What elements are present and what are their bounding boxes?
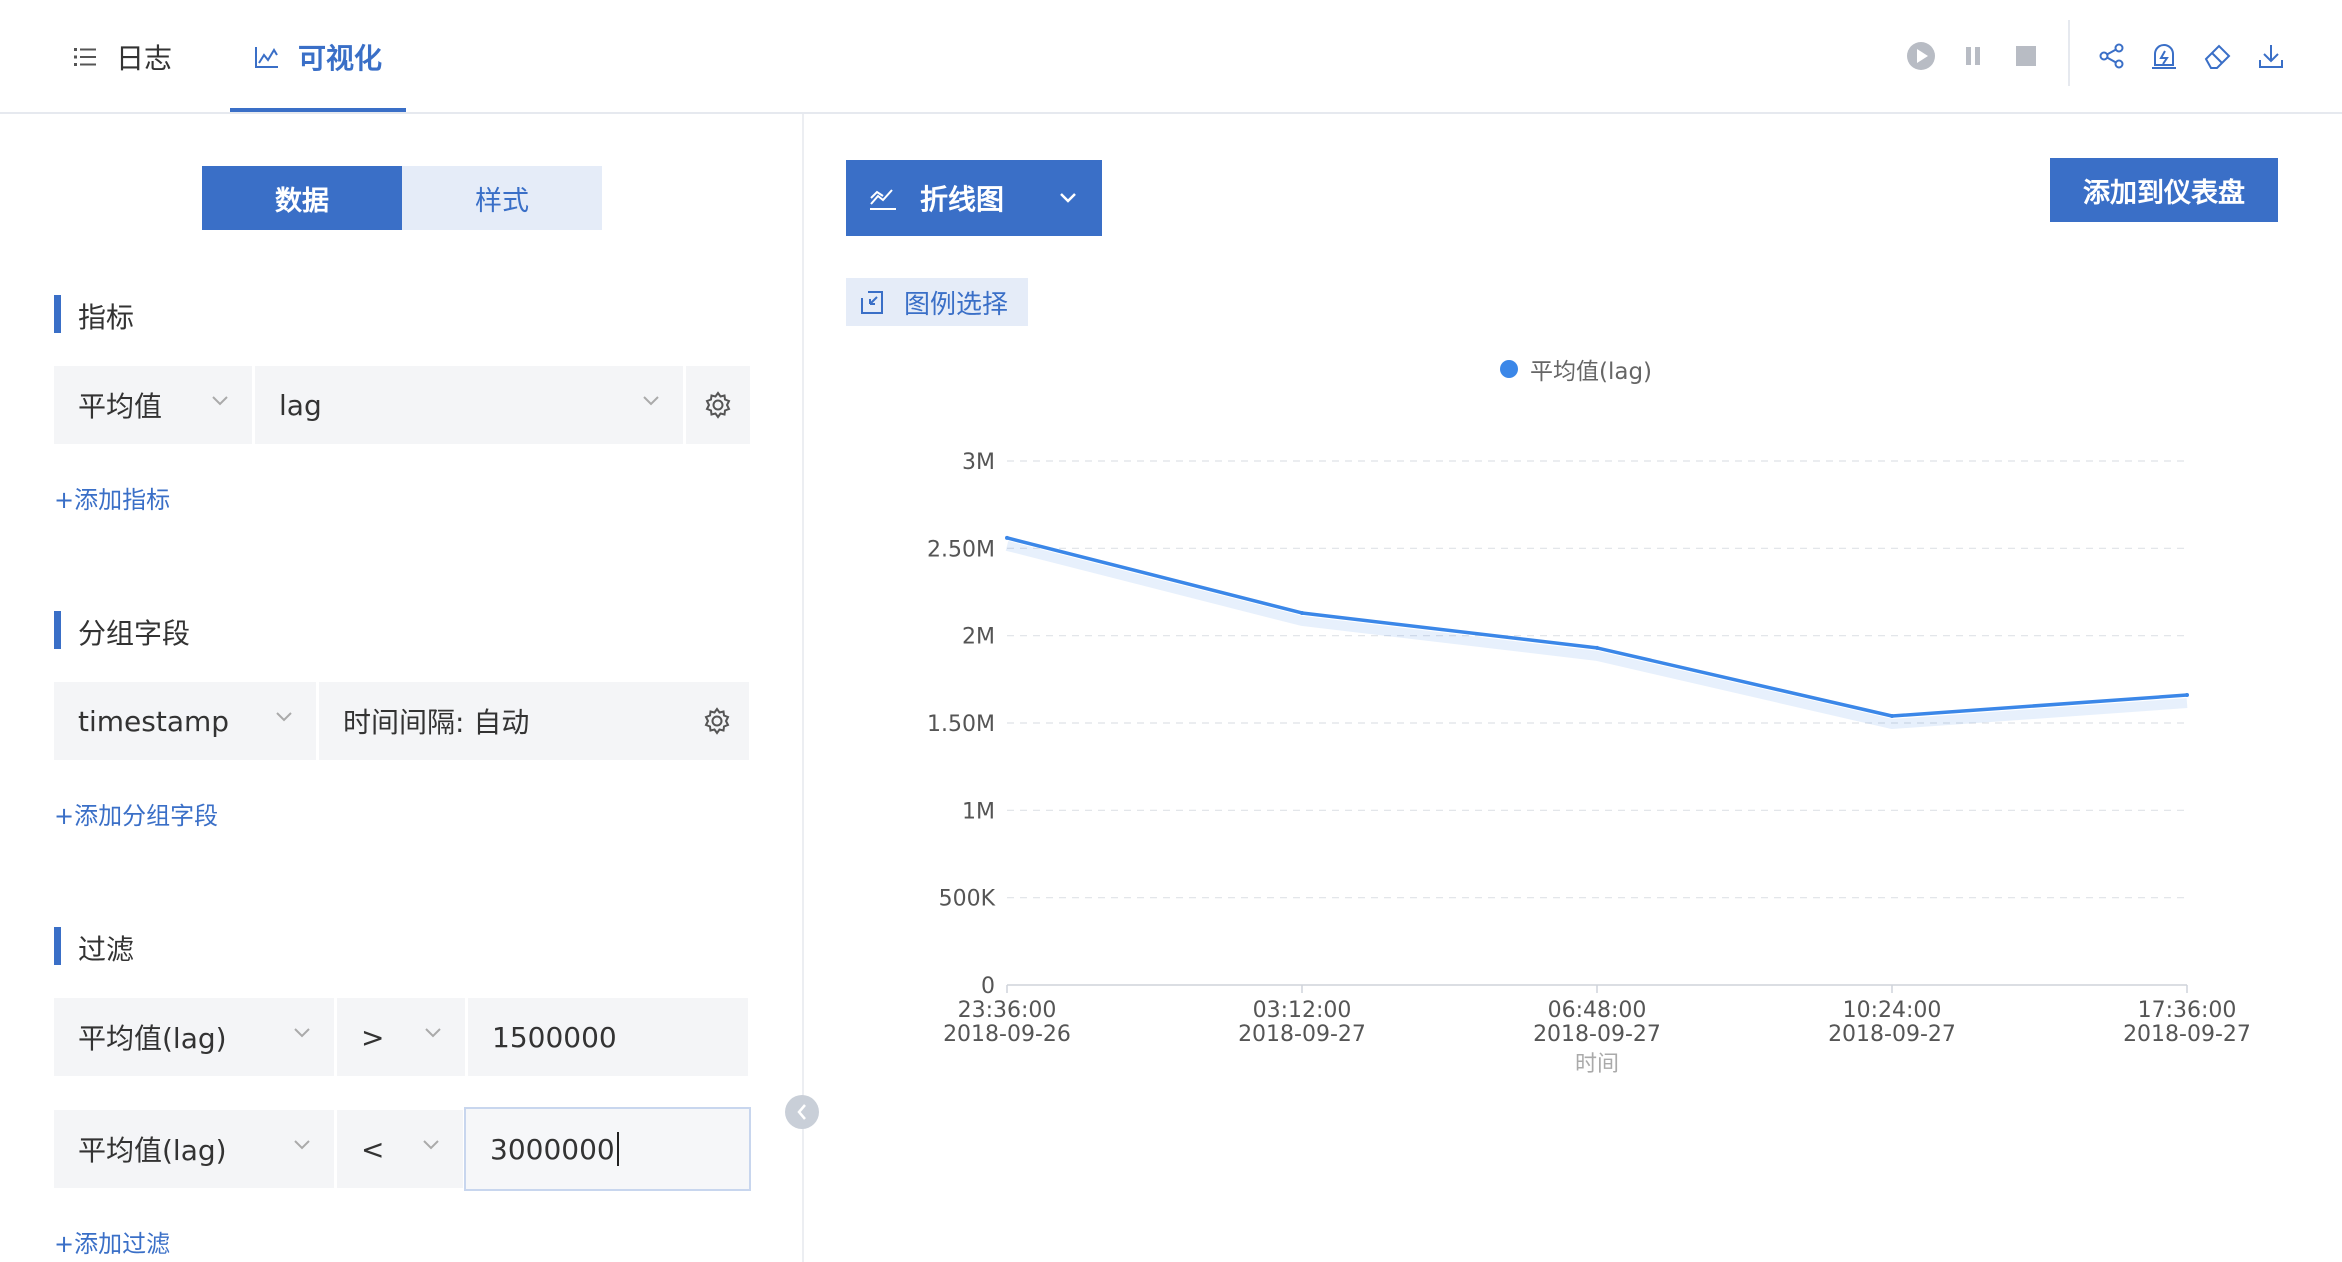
legend-select-icon xyxy=(861,291,883,314)
toolbar-separator xyxy=(2068,20,2070,86)
share-icon[interactable] xyxy=(2094,38,2130,74)
add-group-field-link[interactable]: +添加分组字段 xyxy=(54,802,219,830)
filter-field-select[interactable]: 平均值(lag) xyxy=(54,998,334,1076)
x-tick-label: 2018-09-27 xyxy=(1238,1022,1366,1047)
filter-value-input[interactable]: 3000000 xyxy=(464,1107,751,1191)
tab-visualization-label: 可视化 xyxy=(298,42,383,75)
x-tick-label: 2018-09-27 xyxy=(2123,1022,2251,1047)
metric-field-select[interactable]: lag xyxy=(255,366,683,444)
line-chart-icon xyxy=(870,189,896,210)
legend-select-label: 图例选择 xyxy=(904,289,1009,320)
chevron-left-icon xyxy=(797,1104,806,1120)
list-icon xyxy=(74,48,96,66)
y-tick-label: 2.50M xyxy=(927,537,995,562)
x-tick-label: 03:12:00 xyxy=(1253,998,1352,1023)
add-metric-link[interactable]: +添加指标 xyxy=(54,486,171,514)
chevron-down-icon xyxy=(423,1140,439,1150)
filter-operator-select[interactable]: < xyxy=(337,1110,463,1188)
y-tick-label: 0 xyxy=(981,974,995,999)
y-tick-label: 2M xyxy=(962,625,995,650)
download-icon[interactable] xyxy=(2253,38,2289,74)
filter-value-input[interactable]: 1500000 xyxy=(468,998,748,1076)
gear-icon[interactable] xyxy=(698,385,738,425)
data-point xyxy=(1005,535,1009,540)
line-chart-icon xyxy=(255,47,278,68)
chevron-down-icon xyxy=(276,712,292,722)
metric-aggregation-value: 平均值 xyxy=(78,390,163,423)
segment-data[interactable]: 数据 xyxy=(202,166,402,230)
alert-icon[interactable] xyxy=(2146,38,2182,74)
eraser-icon[interactable] xyxy=(2200,38,2236,74)
chevron-down-icon xyxy=(294,1140,310,1150)
y-tick-label: 500K xyxy=(939,887,996,912)
y-tick-label: 1M xyxy=(962,799,995,824)
tab-logs[interactable]: 日志 xyxy=(74,0,172,114)
y-tick-label: 1.50M xyxy=(927,712,995,737)
group-field-select[interactable]: timestamp xyxy=(54,682,316,760)
data-point xyxy=(1595,645,1599,650)
data-point xyxy=(1300,610,1304,615)
chevron-down-icon xyxy=(294,1028,310,1038)
x-tick-label: 2018-09-27 xyxy=(1533,1022,1661,1047)
chevron-down-icon xyxy=(425,1028,441,1038)
chevron-down-icon xyxy=(1060,193,1076,203)
data-point xyxy=(1890,714,1894,719)
segment-style[interactable]: 样式 xyxy=(402,166,602,230)
panel-divider xyxy=(802,114,804,1262)
metric-field-value: lag xyxy=(279,388,322,422)
chevron-down-icon xyxy=(212,396,228,406)
legend-label: 平均值(lag) xyxy=(1530,359,1653,385)
metrics-title: 指标 xyxy=(78,301,135,334)
section-marker xyxy=(54,927,61,965)
filter-title: 过滤 xyxy=(78,933,135,966)
x-tick-label: 17:36:00 xyxy=(2138,998,2237,1023)
metric-settings-cell xyxy=(686,366,750,444)
group-title: 分组字段 xyxy=(78,617,191,650)
x-tick-label: 06:48:00 xyxy=(1548,998,1647,1023)
tab-logs-label: 日志 xyxy=(116,42,173,75)
section-marker xyxy=(54,611,61,649)
x-tick-label: 2018-09-27 xyxy=(1828,1022,1956,1047)
data-point xyxy=(2185,693,2189,698)
filter-operator-value: > xyxy=(361,1020,385,1054)
filter-field-value: 平均值(lag) xyxy=(78,1022,227,1055)
filter-operator-select[interactable]: > xyxy=(337,998,465,1076)
filter-operator-value: < xyxy=(361,1132,385,1166)
add-to-dashboard-button[interactable]: 添加到仪表盘 xyxy=(2050,158,2278,222)
x-tick-label: 10:24:00 xyxy=(1843,998,1942,1023)
group-field-value: timestamp xyxy=(78,704,230,738)
filter-value-text: 1500000 xyxy=(492,1020,617,1054)
chart-type-select[interactable]: 折线图 xyxy=(846,160,1102,236)
y-tick-label: 3M xyxy=(962,450,995,475)
series-line xyxy=(1006,536,2188,718)
tab-visualization[interactable]: 可视化 xyxy=(254,0,382,114)
active-tab-indicator xyxy=(230,108,406,112)
filter-field-select[interactable]: 平均值(lag) xyxy=(54,1110,334,1188)
x-tick-label: 23:36:00 xyxy=(958,998,1057,1023)
text-cursor xyxy=(616,1132,619,1166)
legend-dot xyxy=(1500,360,1518,378)
chart-type-label: 折线图 xyxy=(920,183,1005,216)
stop-icon[interactable] xyxy=(2008,38,2044,74)
filter-field-value: 平均值(lag) xyxy=(78,1134,227,1167)
metric-aggregation-select[interactable]: 平均值 xyxy=(54,366,252,444)
group-interval-field[interactable]: 时间间隔: 自动 xyxy=(319,682,749,760)
play-icon[interactable] xyxy=(1903,38,1939,74)
filter-value-text: 3000000 xyxy=(490,1132,615,1166)
series-line-shadow xyxy=(1005,541,2188,730)
x-tick-label: 2018-09-26 xyxy=(943,1022,1071,1047)
gear-icon[interactable] xyxy=(697,701,737,741)
legend-select-button[interactable]: 图例选择 xyxy=(846,278,1028,326)
collapse-panel-button[interactable] xyxy=(785,1095,819,1129)
group-interval-value: 时间间隔: 自动 xyxy=(343,706,530,739)
x-axis-label: 时间 xyxy=(1575,1052,1619,1077)
legend-item[interactable]: 平均值(lag) xyxy=(1500,352,1652,386)
top-bar: 日志 可视化 xyxy=(0,0,2342,114)
pause-icon[interactable] xyxy=(1955,38,1991,74)
section-marker xyxy=(54,295,61,333)
chevron-down-icon xyxy=(643,396,659,406)
add-filter-link[interactable]: +添加过滤 xyxy=(54,1230,171,1258)
